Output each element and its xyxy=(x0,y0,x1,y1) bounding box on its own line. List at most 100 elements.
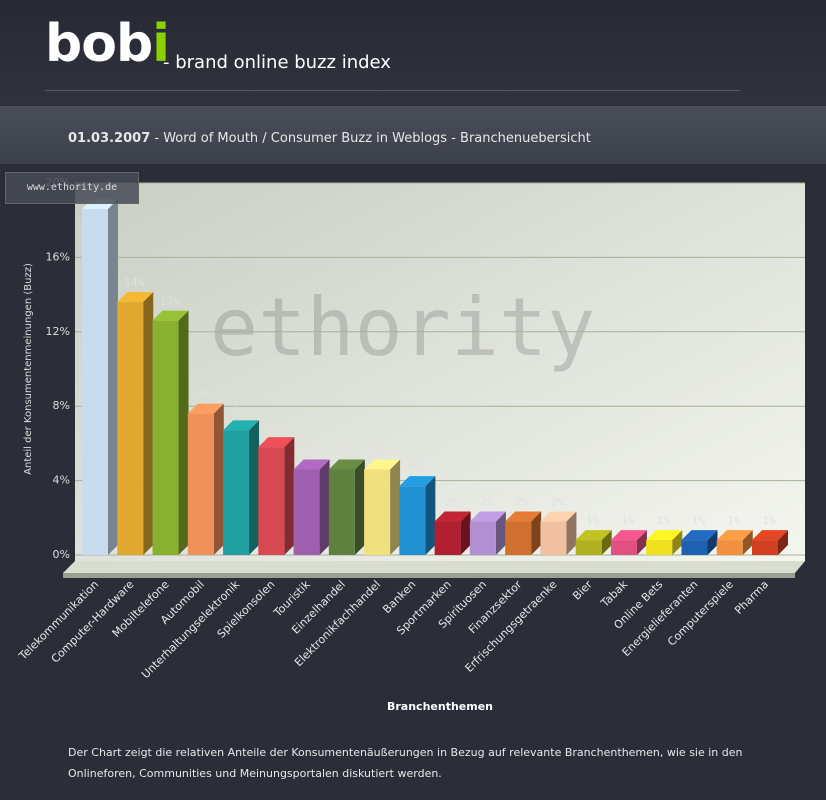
bar xyxy=(752,540,778,555)
plot-floor-edge xyxy=(63,573,795,578)
bar xyxy=(646,540,673,555)
bar-side xyxy=(460,511,471,555)
logo[interactable]: bobi xyxy=(45,14,170,74)
plot-floor xyxy=(63,561,805,573)
value-label: 13% xyxy=(160,295,180,308)
value-label: 2% xyxy=(445,496,459,509)
bar-top xyxy=(328,459,365,470)
value-label: 6% xyxy=(269,421,283,434)
bar xyxy=(258,447,285,555)
value-label: 1% xyxy=(621,514,635,527)
value-label: 7% xyxy=(233,404,247,417)
bar-side xyxy=(566,511,577,555)
bar-side xyxy=(319,459,330,555)
bar-side xyxy=(636,530,647,555)
bar-side xyxy=(778,530,788,555)
bar-top xyxy=(434,511,471,522)
bar xyxy=(505,521,532,555)
bar-side xyxy=(390,459,401,555)
bar-side xyxy=(672,530,683,555)
x-axis-label: Branchenthemen xyxy=(387,700,493,713)
description: Der Chart zeigt die relativen Anteile de… xyxy=(68,746,743,780)
bar-top xyxy=(223,420,260,431)
bar-side xyxy=(143,292,154,555)
bar xyxy=(469,521,496,555)
bar xyxy=(681,540,708,555)
bar-top xyxy=(505,511,542,522)
bar-top xyxy=(540,511,577,522)
bar xyxy=(399,486,426,555)
bar-top xyxy=(293,459,330,470)
bar xyxy=(223,430,250,555)
bar-side xyxy=(284,437,295,555)
bar-top xyxy=(152,310,189,321)
y-tick-label: 4% xyxy=(53,474,70,487)
bar-top xyxy=(258,437,295,448)
bar xyxy=(540,521,567,555)
bar-side xyxy=(249,420,260,555)
bar-side xyxy=(354,459,365,555)
bar-side xyxy=(495,511,506,555)
bar-side xyxy=(742,530,753,555)
value-label: 5% xyxy=(304,443,318,456)
bar-top xyxy=(716,530,753,541)
x-tick-label: Pharma xyxy=(732,578,771,617)
bar-top xyxy=(364,459,401,470)
date: 01.03.2007 xyxy=(68,131,151,146)
x-tick-label: Bier xyxy=(570,578,595,603)
watermark-url[interactable]: www.ethority.de xyxy=(5,172,139,204)
bar xyxy=(575,540,602,555)
bar xyxy=(716,540,743,555)
bar xyxy=(117,302,144,555)
bar-top xyxy=(575,530,612,541)
bar xyxy=(364,469,391,555)
logo-text: bob xyxy=(45,14,153,74)
value-label: 1% xyxy=(692,514,706,527)
value-label: 2% xyxy=(551,496,565,509)
bar-side xyxy=(707,530,718,555)
page-title: 01.03.2007 - Word of Mouth / Consumer Bu… xyxy=(68,131,591,146)
value-label: 14% xyxy=(124,276,144,289)
y-tick-label: 12% xyxy=(46,325,70,338)
value-label: 1% xyxy=(762,514,776,527)
y-tick-label: 0% xyxy=(53,548,70,561)
bar-side xyxy=(531,511,542,555)
bar-side xyxy=(178,310,189,555)
logo-accent: i xyxy=(152,14,170,74)
y-axis-label: Anteil der Konsumentenmeinungen (Buzz) xyxy=(23,263,34,475)
bar xyxy=(82,209,108,555)
y-tick-label: 8% xyxy=(53,399,70,412)
value-label: 8% xyxy=(198,388,212,401)
bar xyxy=(293,469,320,555)
bar-top xyxy=(752,530,788,541)
bar-top xyxy=(187,403,224,414)
value-label: 1% xyxy=(657,514,671,527)
bar-top xyxy=(610,530,647,541)
x-tick-label: Tabak xyxy=(598,577,631,610)
title-band xyxy=(0,106,826,164)
divider xyxy=(45,90,740,91)
bar-top xyxy=(117,292,154,303)
value-label: 4% xyxy=(410,460,424,473)
value-label: 2% xyxy=(480,496,494,509)
x-tick-label: Computerspiele xyxy=(665,578,736,649)
subtitle: - Word of Mouth / Consumer Buzz in Weblo… xyxy=(150,131,591,146)
bar-top xyxy=(469,511,506,522)
tagline: - brand online buzz index xyxy=(163,52,391,73)
value-label: 1% xyxy=(727,514,741,527)
bar-top xyxy=(681,530,718,541)
value-label: 5% xyxy=(374,443,388,456)
bar-side xyxy=(213,403,224,555)
header: bobi - brand online buzz index xyxy=(0,0,826,105)
bar-top xyxy=(646,530,683,541)
bar xyxy=(434,521,461,555)
watermark: ethority xyxy=(210,281,595,374)
value-label: 1% xyxy=(586,514,600,527)
bar xyxy=(187,413,214,555)
bar-side xyxy=(601,530,612,555)
value-label: 5% xyxy=(339,443,353,456)
bar-side xyxy=(425,476,436,555)
y-tick-label: 16% xyxy=(46,250,70,263)
